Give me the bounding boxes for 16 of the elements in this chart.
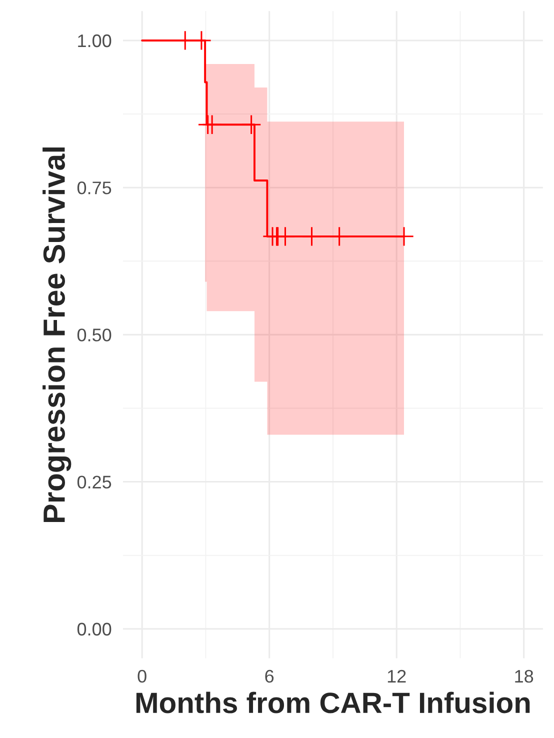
x-tick-label: 0 [138, 670, 146, 683]
point [202, 114, 222, 135]
x-tick-label: 6 [265, 670, 274, 683]
y-tick-label: 0.75 [77, 182, 112, 194]
point [241, 114, 262, 135]
x-tick-label: 12 [388, 670, 406, 682]
x-tick-label: 18 [515, 670, 534, 683]
point [302, 226, 322, 247]
x-axis-title: Months from CAR-T Infusion [136, 692, 530, 714]
point [394, 226, 414, 247]
y-tick-label: 0.50 [77, 328, 112, 342]
y-tick-label: 0.25 [77, 476, 112, 488]
y-axis-title: Progression Free Survival [42, 147, 72, 522]
point [329, 226, 350, 247]
y-tick-label: 0.00 [77, 622, 112, 636]
y-tick-label: 1.00 [78, 34, 112, 48]
